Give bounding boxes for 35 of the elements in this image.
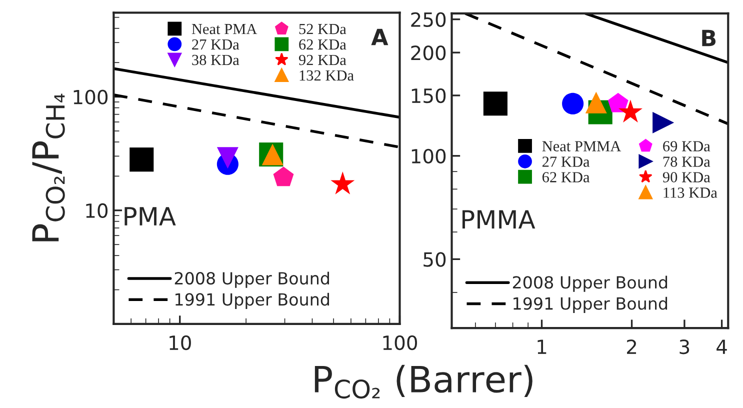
legend-label: Neat PMMA [542,141,622,152]
legend-label: 27 KDa [542,156,590,167]
legend-label: 90 KDa [662,172,710,182]
legend-label: 1991 Upper Bound [514,296,668,314]
annotation: PMMA [462,210,536,228]
x-tick-label: 1 [538,340,546,354]
x-axis-title: P$_{CO₂}$ (Barrer) [314,364,532,399]
legend-label: 113 KDa [664,188,718,198]
y-tick-label: 100 [412,148,446,164]
x-tick-label: 10 [170,335,191,350]
legend-label: 78 KDa [663,156,710,167]
legend-label: 27 KDa [192,39,240,50]
annotation: PMA [124,207,176,226]
legend-label: 62 KDa [299,39,346,50]
legend-label: 2008 Upper Bound [512,276,668,292]
legend-label: 52 KDa [299,24,346,34]
y-tick-label: 200 [411,46,446,60]
legend-label: 69 KDa [663,141,710,152]
annotation: A [371,28,388,46]
legend-label: 92 KDa [298,54,346,66]
legend-label: 38 KDa [192,54,240,66]
y-tick-label: 250 [411,12,446,27]
y-axis-title: P$_{CO₂}$/P$_{CH₄}$ [32,94,65,242]
x-tick-label: 100 [383,335,417,350]
x-tick-label: 4 [716,340,727,354]
annotation: B [702,30,716,46]
legend-label: 62 KDa [542,172,590,182]
legend-label: 132 KDa [300,70,354,81]
legend-label: 2008 Upper Bound [174,272,329,288]
legend-label: 1991 Upper Bound [176,292,329,309]
x-tick-label: 2 [627,339,636,354]
y-tick-label: 150 [412,88,446,104]
x-tick-label: 3 [680,339,690,354]
legend-label: Neat PMA [192,24,258,34]
y-tick-label: 50 [424,252,446,267]
